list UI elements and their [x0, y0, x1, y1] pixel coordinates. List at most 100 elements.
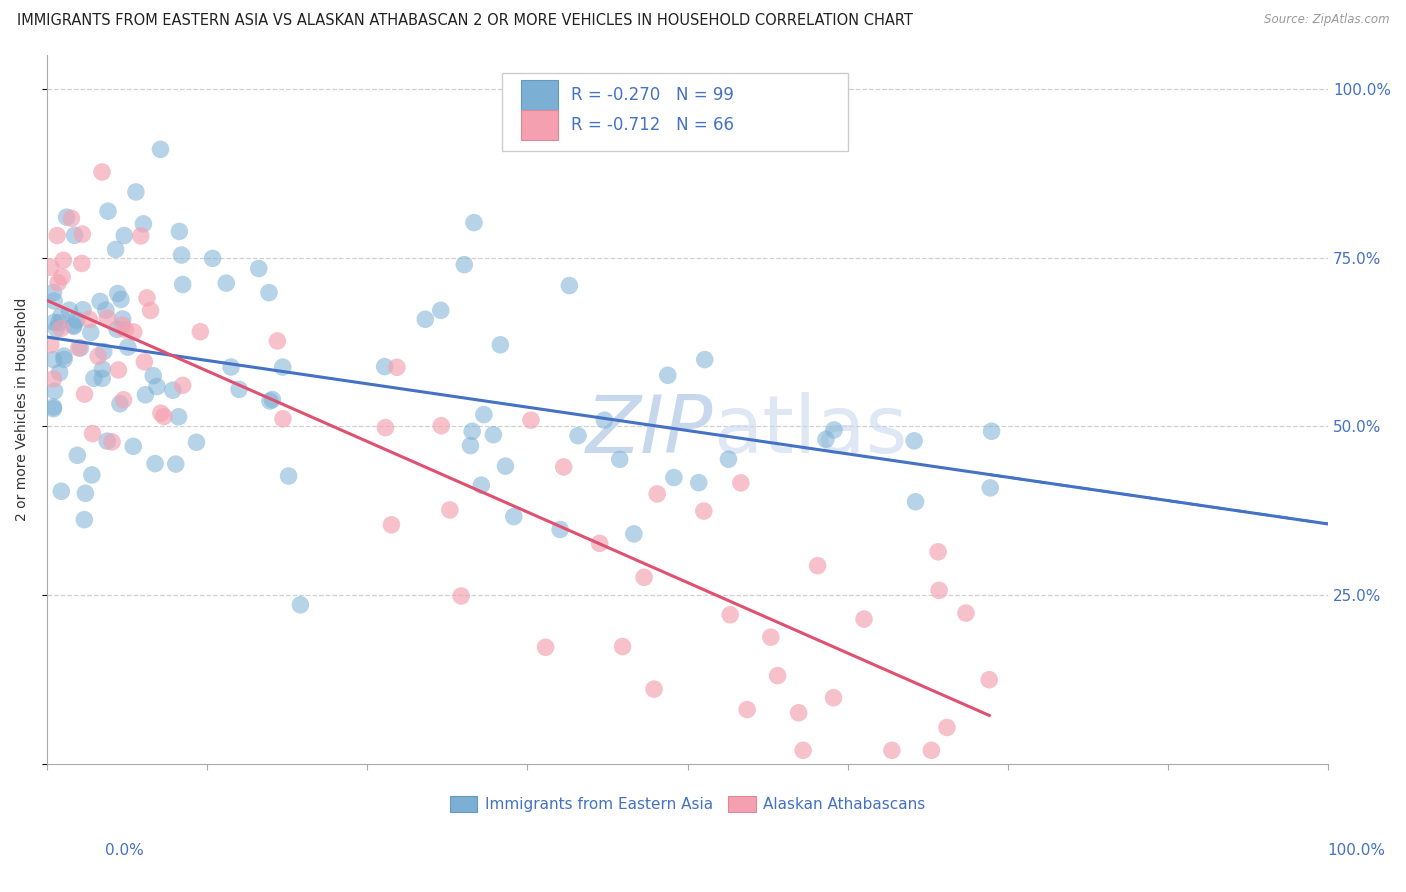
Point: [612, 640, 634, 654]
Point: [717, 452, 740, 467]
Point: [979, 481, 1001, 495]
Point: [134, 388, 156, 402]
Point: [91, 362, 114, 376]
Point: [129, 228, 152, 243]
Point: [66, 448, 89, 462]
Point: [80, 467, 103, 482]
Point: [374, 359, 396, 374]
Point: [136, 291, 159, 305]
Point: [39, 337, 62, 351]
Point: [520, 413, 543, 427]
Point: [693, 352, 716, 367]
Point: [42, 400, 65, 414]
Point: [51, 484, 73, 499]
Point: [385, 360, 408, 375]
Point: [114, 323, 136, 337]
Text: IMMIGRANTS FROM EASTERN ASIA VS ALASKAN ATHABASCAN 2 OR MORE VEHICLES IN HOUSEHO: IMMIGRANTS FROM EASTERN ASIA VS ALASKAN …: [17, 13, 912, 29]
Point: [65, 313, 87, 327]
Point: [461, 424, 484, 438]
Point: [91, 371, 114, 385]
Point: [51, 269, 73, 284]
Point: [117, 340, 139, 354]
Point: [42, 352, 65, 367]
Point: [980, 424, 1002, 438]
Point: [450, 589, 472, 603]
Point: [593, 413, 616, 427]
Point: [657, 368, 679, 383]
Point: [920, 743, 942, 757]
Point: [111, 318, 134, 333]
Point: [172, 378, 194, 392]
Point: [60, 211, 83, 226]
Point: [49, 309, 72, 323]
Point: [49, 321, 72, 335]
Point: [55, 210, 77, 224]
Point: [662, 470, 685, 484]
Point: [107, 286, 129, 301]
Point: [62, 319, 84, 334]
Point: [257, 285, 280, 300]
Point: [553, 459, 575, 474]
Point: [567, 428, 589, 442]
Point: [104, 243, 127, 257]
Point: [792, 743, 814, 757]
Text: atlas: atlas: [713, 392, 908, 470]
Point: [153, 409, 176, 424]
Point: [46, 276, 69, 290]
Point: [73, 513, 96, 527]
Point: [80, 326, 103, 340]
Point: [823, 690, 845, 705]
Point: [70, 256, 93, 270]
Point: [67, 341, 90, 355]
Point: [73, 387, 96, 401]
Text: R = -0.270   N = 99: R = -0.270 N = 99: [571, 86, 734, 103]
Point: [558, 278, 581, 293]
Point: [904, 494, 927, 508]
Text: Source: ZipAtlas.com: Source: ZipAtlas.com: [1264, 13, 1389, 27]
Point: [489, 338, 512, 352]
Point: [186, 435, 208, 450]
Point: [688, 475, 710, 490]
Point: [146, 379, 169, 393]
Text: 0.0%: 0.0%: [105, 843, 145, 858]
Point: [122, 439, 145, 453]
Point: [82, 426, 104, 441]
Point: [46, 228, 69, 243]
Point: [75, 486, 97, 500]
Point: [935, 721, 957, 735]
Point: [374, 420, 396, 434]
Point: [903, 434, 925, 448]
Point: [588, 536, 610, 550]
Point: [228, 383, 250, 397]
Point: [880, 743, 903, 757]
Point: [53, 352, 76, 367]
Point: [112, 392, 135, 407]
Point: [108, 397, 131, 411]
Point: [162, 383, 184, 397]
Point: [149, 142, 172, 156]
Point: [142, 368, 165, 383]
Point: [633, 570, 655, 584]
Point: [112, 228, 135, 243]
Point: [110, 293, 132, 307]
Point: [45, 322, 67, 336]
Text: ZIP: ZIP: [586, 392, 713, 470]
Point: [149, 406, 172, 420]
Point: [165, 457, 187, 471]
Point: [271, 411, 294, 425]
Point: [63, 228, 86, 243]
Point: [52, 253, 75, 268]
Text: R = -0.712   N = 66: R = -0.712 N = 66: [571, 116, 734, 135]
Point: [44, 293, 66, 308]
Point: [787, 706, 810, 720]
Point: [814, 433, 837, 447]
Point: [262, 392, 284, 407]
Point: [463, 216, 485, 230]
Point: [759, 630, 782, 644]
Point: [472, 408, 495, 422]
Point: [215, 276, 238, 290]
Point: [266, 334, 288, 348]
Point: [955, 606, 977, 620]
Point: [96, 434, 118, 449]
Point: [96, 311, 118, 326]
